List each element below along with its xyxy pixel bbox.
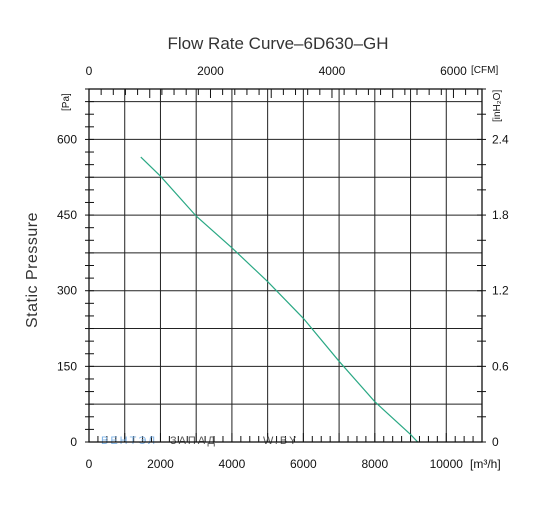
watermark-part3: W.BY — [263, 435, 299, 447]
plot-frame — [88, 88, 483, 443]
watermark-part2: ЗАПАД — [170, 435, 217, 447]
y-right-tick-label: 0 — [492, 435, 499, 449]
x-bottom-tick-label: 10000 — [430, 457, 464, 471]
x-bottom-tick-label: 4000 — [219, 457, 246, 471]
y-right-unit: [inH₂O] — [492, 90, 503, 122]
y-right-tick-label: 1.2 — [492, 284, 509, 298]
y-left-tick-label: 300 — [57, 284, 77, 298]
y-left-tick-label: 450 — [57, 208, 77, 222]
x-top-tick-label: 2000 — [197, 64, 224, 78]
y-left-tick-label: 0 — [70, 435, 77, 449]
grid — [89, 89, 482, 442]
x-top-tick-label: 4000 — [319, 64, 346, 78]
x-bottom-unit: [m³/h] — [470, 457, 501, 471]
chart-title: Flow Rate Curve–6D630–GH — [167, 34, 388, 53]
y-axis-title: Static Pressure — [24, 212, 41, 328]
watermark-part1: ВЕНТЭЛ — [101, 435, 157, 447]
y-right-tick-label: 2.4 — [492, 132, 509, 146]
y-left-tick-label: 150 — [57, 359, 77, 373]
x-bottom-tick-label: 2000 — [147, 457, 174, 471]
tick-marks — [85, 88, 486, 443]
x-bottom-tick-label: 8000 — [361, 457, 388, 471]
x-bottom-tick-label: 0 — [86, 457, 93, 471]
watermark: ВЕНТЭЛ ЗАПАД W.BY — [101, 435, 299, 447]
y-left-unit: [Pa] — [61, 93, 72, 111]
series-layer — [140, 156, 419, 443]
y-left-tick-label: 600 — [57, 132, 77, 146]
x-top-tick-label: 6000 — [440, 64, 467, 78]
x-top-tick-label: 0 — [86, 64, 93, 78]
x-top-unit: [CFM] — [471, 65, 498, 76]
series-line — [140, 156, 419, 443]
y-right-tick-label: 1.8 — [492, 208, 509, 222]
y-right-tick-label: 0.6 — [492, 359, 509, 373]
x-bottom-tick-label: 6000 — [290, 457, 317, 471]
